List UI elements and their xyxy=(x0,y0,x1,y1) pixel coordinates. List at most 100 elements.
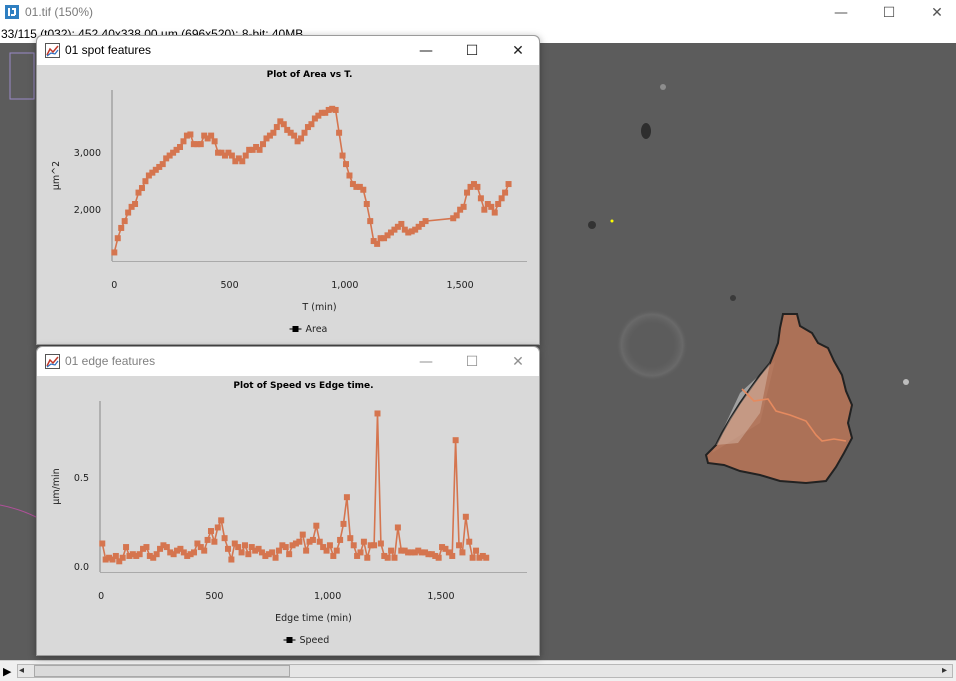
data-point xyxy=(275,547,282,554)
data-point xyxy=(425,551,432,558)
data-point xyxy=(119,554,126,561)
data-point xyxy=(374,410,381,417)
data-point xyxy=(284,126,291,133)
data-point xyxy=(232,158,239,165)
data-point xyxy=(159,161,166,168)
slider-right-arrow-icon[interactable]: ▸ xyxy=(942,665,948,676)
data-point xyxy=(194,141,201,148)
data-point xyxy=(349,181,356,188)
edge-window-titlebar[interactable]: 01 edge features — ☐ ✕ xyxy=(37,347,539,376)
y-tick-label: 0.5 xyxy=(74,473,89,484)
data-point xyxy=(272,554,279,561)
data-point xyxy=(303,547,310,554)
data-point xyxy=(388,547,395,554)
data-point xyxy=(442,545,449,552)
x-tick-label: 0 xyxy=(98,591,104,602)
slider-thumb[interactable] xyxy=(34,665,290,677)
edge-minimize-button[interactable]: — xyxy=(419,353,433,370)
data-point xyxy=(180,549,187,556)
data-point xyxy=(363,201,370,207)
data-point xyxy=(256,146,263,153)
edge-maximize-button[interactable]: ☐ xyxy=(465,353,479,370)
data-point xyxy=(173,146,180,153)
data-point xyxy=(249,146,256,153)
spot-features-window[interactable]: 01 spot features — ☐ ✕ Plot of Area vs T… xyxy=(36,35,540,345)
data-point xyxy=(367,542,374,549)
data-point xyxy=(214,524,221,531)
data-point xyxy=(408,549,415,556)
data-point xyxy=(242,152,249,159)
slider-left-arrow-icon[interactable]: ◂ xyxy=(19,665,25,676)
x-axis-label: Edge time (min) xyxy=(275,613,352,624)
data-point xyxy=(126,552,133,559)
data-point xyxy=(339,152,346,159)
area-vs-time-chart: Plot of Area vs T. 0 500 1,000 1,500 2,000 3,0… xyxy=(51,70,527,335)
data-point xyxy=(483,554,490,561)
spot-window-titlebar[interactable]: 01 spot features — ☐ ✕ xyxy=(37,36,539,65)
data-point xyxy=(106,554,113,561)
data-point xyxy=(174,547,181,554)
faint-cell-halo xyxy=(616,309,688,381)
data-point xyxy=(298,135,305,142)
data-point xyxy=(374,240,381,247)
data-point xyxy=(462,513,469,520)
chart-app-icon xyxy=(45,354,60,369)
data-point xyxy=(322,109,329,116)
data-point xyxy=(246,146,253,153)
edge-features-window[interactable]: 01 edge features — ☐ ✕ Plot of Speed vs … xyxy=(36,346,540,656)
spot-close-button[interactable]: ✕ xyxy=(512,42,524,59)
spot-minimize-button[interactable]: — xyxy=(419,42,433,59)
data-point xyxy=(208,132,215,139)
play-icon[interactable]: ▶ xyxy=(3,666,12,678)
data-point xyxy=(118,224,125,231)
data-point xyxy=(255,545,262,552)
main-window-titlebar[interactable]: 01.tif (150%) — ☐ ✕ xyxy=(0,0,956,26)
data-point xyxy=(477,195,484,202)
data-point xyxy=(450,215,457,222)
data-point xyxy=(184,552,191,559)
data-point xyxy=(296,538,303,545)
data-point xyxy=(204,536,211,543)
data-point xyxy=(332,106,339,113)
main-minimize-button[interactable]: — xyxy=(834,5,848,21)
data-point xyxy=(294,138,301,145)
data-point xyxy=(114,235,121,242)
main-window-title: 01.tif (150%) xyxy=(25,5,94,19)
x-axis-label: T (min) xyxy=(301,302,336,313)
edge-close-button[interactable]: ✕ xyxy=(512,353,524,370)
data-point xyxy=(381,552,388,559)
data-point xyxy=(301,129,308,136)
cell-track xyxy=(741,388,847,442)
data-point xyxy=(495,201,502,207)
data-point xyxy=(291,132,298,139)
data-point xyxy=(415,223,422,230)
data-point xyxy=(235,155,242,162)
data-point xyxy=(132,201,139,207)
y-tick-label: 2,000 xyxy=(74,205,101,216)
data-point xyxy=(357,549,364,556)
legend-label: Area xyxy=(306,324,328,335)
data-point xyxy=(505,181,512,188)
data-point xyxy=(464,189,471,196)
data-point xyxy=(142,178,149,185)
data-point xyxy=(432,552,439,559)
edge-window-title: 01 edge features xyxy=(65,354,156,368)
data-point xyxy=(422,549,429,556)
data-point xyxy=(391,226,398,233)
data-point xyxy=(356,183,363,190)
x-tick-label: 500 xyxy=(221,280,239,291)
data-point xyxy=(252,547,259,554)
data-point xyxy=(484,201,491,207)
main-maximize-button[interactable]: ☐ xyxy=(882,5,896,21)
data-point xyxy=(160,542,167,549)
data-point xyxy=(469,554,476,561)
data-point xyxy=(459,549,466,556)
data-point xyxy=(235,544,242,551)
data-point xyxy=(163,155,170,162)
data-point xyxy=(498,195,505,202)
spot-maximize-button[interactable]: ☐ xyxy=(465,42,479,59)
data-point xyxy=(140,545,147,552)
data-point xyxy=(99,540,106,547)
main-close-button[interactable]: ✕ xyxy=(931,5,943,21)
data-point xyxy=(304,124,311,131)
